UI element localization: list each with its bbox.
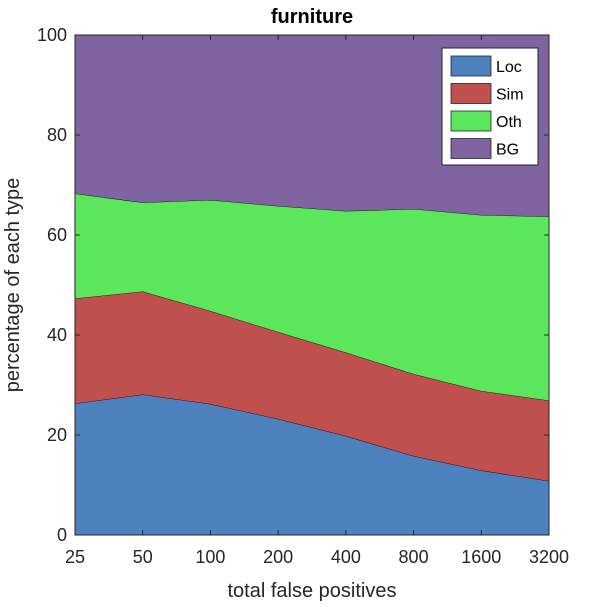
area-sim	[75, 291, 549, 481]
y-axis-label: percentage of each type	[2, 178, 24, 393]
y-tick-label: 80	[47, 125, 67, 145]
x-tick-label: 1600	[461, 547, 501, 567]
legend-label-bg: BG	[496, 142, 519, 159]
y-tick-label: 40	[47, 325, 67, 345]
x-tick-label: 25	[65, 547, 85, 567]
legend-swatch-sim	[450, 83, 492, 104]
y-tick-label: 20	[47, 425, 67, 445]
chart-title: furniture	[271, 6, 353, 28]
area-oth	[75, 193, 549, 401]
area-bg	[75, 35, 549, 217]
area-layer	[74, 35, 550, 535]
x-tick-label: 400	[331, 547, 361, 567]
x-tick-label: 100	[195, 547, 225, 567]
y-tick-label: 100	[37, 25, 67, 45]
x-axis-ticks: 25 50 100 200 400 800 1600 3200	[65, 35, 569, 567]
x-tick-label: 200	[263, 547, 293, 567]
y-tick-label: 60	[47, 225, 67, 245]
legend-label-loc: Loc	[496, 59, 522, 76]
plot-frame	[74, 34, 550, 536]
x-tick-label: 50	[133, 547, 153, 567]
x-tick-label: 3200	[529, 547, 569, 567]
legend: Loc Sim Oth BG	[441, 47, 539, 166]
legend-label-sim: Sim	[496, 87, 524, 104]
y-axis-ticks: 0 20 40 60 80 100	[37, 25, 549, 545]
area-loc	[75, 394, 549, 535]
legend-swatch-loc	[450, 55, 492, 77]
x-tick-label: 800	[399, 547, 429, 567]
y-tick-label: 0	[57, 525, 67, 545]
legend-swatch-bg	[450, 138, 492, 159]
legend-label-oth: Oth	[496, 114, 522, 131]
legend-swatch-oth	[450, 110, 492, 132]
x-axis-label: total false positives	[228, 580, 397, 602]
